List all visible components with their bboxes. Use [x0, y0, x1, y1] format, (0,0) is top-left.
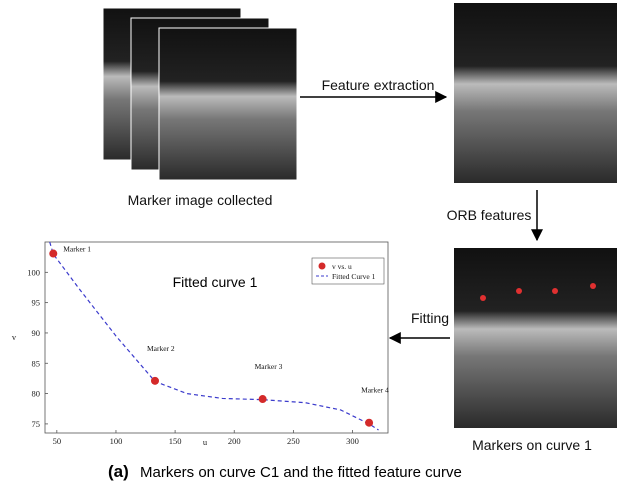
- marker-image: [454, 248, 617, 428]
- point-label: Marker 2: [147, 344, 175, 353]
- y-tick-label: 75: [32, 419, 41, 429]
- x-tick-label: 50: [53, 436, 62, 446]
- ultrasound-image: [159, 28, 297, 180]
- y-tick-label: 85: [32, 358, 41, 368]
- plot: Fitted curve 1 u v 50 100 150 200 250 300 75 80…: [12, 242, 389, 447]
- data-point: [49, 250, 57, 258]
- y-tick-label: 100: [27, 267, 40, 277]
- step-label: Markers on curve 1: [472, 437, 592, 453]
- data-point: [365, 419, 373, 427]
- figure-caption: Markers on curve C1 and the fitted featu…: [140, 464, 462, 481]
- plot-title: Fitted curve 1: [173, 274, 258, 290]
- y-axis-label: v: [12, 332, 17, 342]
- figure: Feature extraction Marker image collecte…: [0, 0, 622, 488]
- point-label: Marker 4: [361, 386, 389, 395]
- step-label: Feature extraction: [322, 77, 435, 93]
- x-tick-label: 100: [110, 436, 123, 446]
- x-tick-label: 300: [346, 436, 359, 446]
- y-tick-label: 80: [32, 389, 41, 399]
- y-tick-label: 90: [32, 328, 41, 338]
- step-label: ORB features: [447, 207, 532, 223]
- figure-label: (a): [108, 462, 129, 481]
- legend-swatch: [319, 263, 326, 270]
- point-label: Marker 1: [63, 245, 91, 254]
- x-tick-label: 200: [228, 436, 241, 446]
- legend-label: v vs. u: [332, 262, 352, 271]
- point-label: Marker 3: [255, 362, 283, 371]
- x-axis-label: u: [203, 437, 208, 447]
- step-label: Fitting: [411, 310, 449, 326]
- page: Feature extraction Marker image collecte…: [0, 0, 622, 488]
- feature-image: [454, 3, 617, 183]
- step-label: Marker image collected: [128, 192, 273, 208]
- x-tick-label: 250: [287, 436, 300, 446]
- y-tick-label: 95: [32, 298, 41, 308]
- x-tick-label: 150: [169, 436, 182, 446]
- data-point: [151, 377, 159, 385]
- data-point: [259, 395, 267, 403]
- legend-label: Fitted Curve 1: [332, 272, 376, 281]
